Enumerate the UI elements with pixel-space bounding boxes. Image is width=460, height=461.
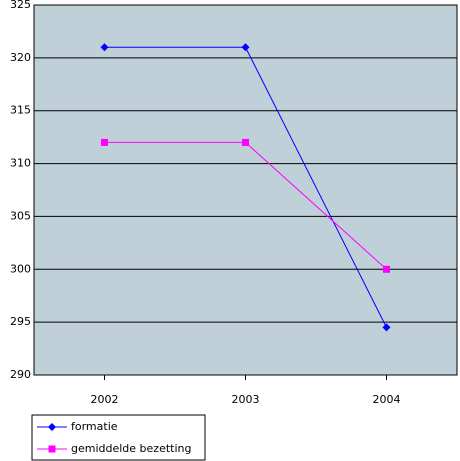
legend-label: formatie: [71, 420, 118, 433]
x-tick-label: 2004: [373, 393, 401, 406]
marker: [383, 265, 390, 273]
x-tick-label: 2003: [232, 393, 260, 406]
marker: [241, 43, 250, 52]
y-tick-label: 305: [10, 209, 31, 222]
y-tick-label: 300: [10, 262, 31, 275]
y-tick-label: 325: [10, 0, 31, 11]
legend-label: gemiddelde bezetting: [71, 442, 191, 455]
legend: formatie gemiddelde bezetting: [31, 414, 206, 461]
y-tick-label: 315: [10, 104, 31, 117]
y-tick-label: 290: [10, 368, 31, 381]
marker: [242, 138, 249, 146]
marker: [101, 138, 108, 146]
plot-area: [33, 4, 458, 376]
marker: [48, 445, 56, 453]
marker: [100, 43, 109, 52]
marker: [382, 323, 391, 332]
x-tick-label: 2002: [91, 393, 119, 406]
legend-box: [31, 414, 206, 461]
y-tick-label: 320: [10, 51, 31, 64]
y-tick-label: 310: [10, 157, 31, 170]
marker: [48, 423, 56, 431]
y-tick-label: 295: [10, 315, 31, 328]
